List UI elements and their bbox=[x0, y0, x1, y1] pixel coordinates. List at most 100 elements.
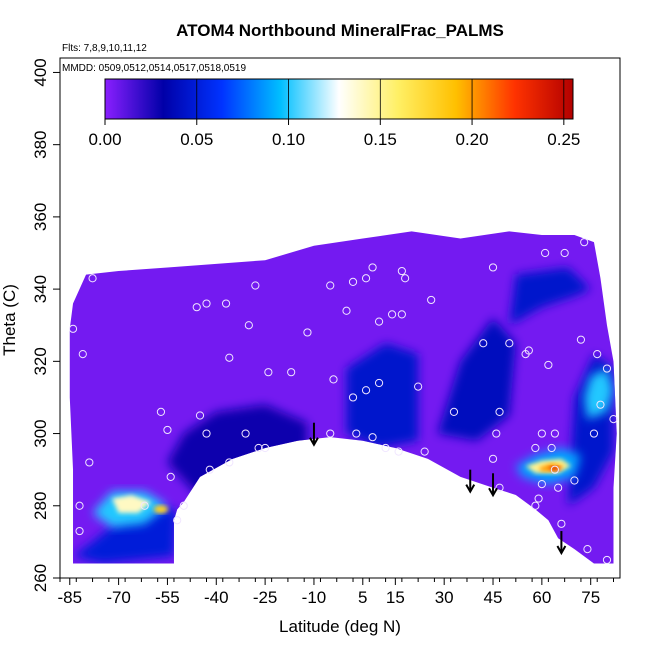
field-region bbox=[346, 343, 419, 448]
y-tick-label: 320 bbox=[31, 347, 50, 375]
y-tick-label: 280 bbox=[31, 492, 50, 520]
sample-point bbox=[488, 454, 498, 463]
plot-area bbox=[68, 231, 618, 565]
sample-point bbox=[537, 429, 546, 438]
x-tick-label: -25 bbox=[253, 588, 278, 607]
sample-point bbox=[387, 310, 397, 319]
sample-point bbox=[560, 248, 569, 258]
field-region bbox=[509, 267, 591, 326]
sample-point bbox=[505, 339, 514, 348]
sample-point bbox=[68, 324, 78, 333]
sample-point bbox=[166, 472, 175, 481]
sample-point bbox=[609, 415, 618, 424]
x-axis-label: Latitude (deg N) bbox=[279, 617, 401, 636]
field-region bbox=[112, 494, 152, 513]
sample-point bbox=[75, 501, 84, 510]
sample-point bbox=[602, 555, 612, 565]
arrow-head bbox=[488, 487, 498, 498]
sample-point bbox=[303, 328, 312, 337]
colorbar-tick-label: 0.25 bbox=[547, 130, 580, 149]
sample-point bbox=[225, 353, 234, 362]
sample-point bbox=[374, 317, 384, 326]
y-tick-label: 360 bbox=[31, 203, 50, 231]
sample-point bbox=[78, 350, 87, 359]
sample-point bbox=[225, 458, 234, 467]
sample-point bbox=[547, 443, 556, 453]
arrow-head bbox=[309, 437, 319, 447]
x-tick-label: 60 bbox=[532, 588, 551, 607]
sample-point bbox=[368, 433, 377, 442]
y-tick-label: 340 bbox=[31, 275, 50, 303]
sample-point bbox=[544, 360, 553, 370]
y-tick-label: 260 bbox=[31, 564, 50, 592]
field-hot-spot bbox=[153, 505, 168, 514]
heatmap-field bbox=[69, 231, 617, 564]
sample-point bbox=[531, 501, 540, 510]
field-region bbox=[167, 404, 308, 499]
x-tick-label: -40 bbox=[204, 588, 229, 607]
sample-point bbox=[85, 458, 94, 467]
sample-point bbox=[580, 238, 589, 247]
y-tick-label: 400 bbox=[31, 58, 50, 86]
sample-point bbox=[352, 429, 361, 438]
sample-point bbox=[326, 281, 335, 290]
sample-point bbox=[75, 526, 84, 536]
sample-point bbox=[449, 407, 459, 416]
sample-point bbox=[524, 346, 533, 355]
sample-point bbox=[329, 375, 338, 384]
sample-point bbox=[241, 429, 250, 438]
sample-point bbox=[397, 310, 406, 319]
sample-point bbox=[221, 299, 231, 308]
sample-point bbox=[589, 429, 599, 438]
sample-point bbox=[550, 429, 559, 438]
sample-point bbox=[348, 277, 358, 286]
sample-point bbox=[414, 382, 423, 391]
arrows bbox=[309, 422, 567, 556]
field-region bbox=[73, 509, 178, 564]
sample-point bbox=[420, 447, 429, 456]
arrow-head bbox=[465, 484, 476, 494]
dates-annotation: MMDD: 0509,0512,0514,0517,0518,0519 bbox=[62, 63, 246, 74]
sample-point bbox=[531, 443, 540, 453]
sample-point bbox=[550, 465, 559, 474]
sample-point bbox=[495, 483, 504, 492]
sample-point bbox=[342, 306, 351, 315]
sample-point bbox=[397, 266, 406, 276]
sample-point bbox=[348, 393, 358, 402]
sample-point bbox=[596, 400, 605, 409]
sample-point bbox=[541, 248, 550, 258]
sample-point bbox=[537, 480, 546, 489]
sample-point bbox=[361, 274, 371, 283]
sample-point bbox=[140, 501, 149, 510]
sample-point bbox=[593, 350, 602, 359]
colorbar: 0.00 0.05 0.10 0.15 0.20 0.25 bbox=[88, 78, 580, 149]
sample-point bbox=[495, 407, 504, 416]
colorbar-rect bbox=[104, 78, 574, 120]
sample-point bbox=[163, 425, 172, 435]
sample-point bbox=[427, 295, 436, 305]
sample-point bbox=[368, 263, 377, 272]
plot-frame bbox=[59, 57, 621, 579]
sample-point bbox=[361, 386, 371, 395]
sample-points bbox=[68, 238, 618, 565]
sample-point bbox=[381, 443, 390, 453]
x-tick-label: -85 bbox=[57, 588, 82, 607]
sample-point bbox=[205, 465, 214, 474]
x-axis: -85 -70 -55 -40 -25 -10 5 15 30 45 60 75 bbox=[57, 578, 614, 607]
x-tick-label: 15 bbox=[386, 588, 405, 607]
x-tick-label: 75 bbox=[581, 588, 600, 607]
x-tick-label: 30 bbox=[435, 588, 454, 607]
x-tick-label: -55 bbox=[155, 588, 180, 607]
flights-annotation: Flts: 7,8,9,10,11,12 bbox=[62, 43, 147, 54]
sample-point bbox=[195, 411, 205, 420]
x-tick-label: 5 bbox=[358, 588, 367, 607]
colorbar-tick-label: 0.05 bbox=[180, 130, 213, 149]
sample-point bbox=[287, 368, 296, 377]
x-tick-label: -70 bbox=[106, 588, 131, 607]
sample-point bbox=[179, 501, 188, 510]
sample-point bbox=[554, 483, 563, 492]
y-axis: 260 280 300 320 340 360 380 400 bbox=[31, 58, 60, 592]
sample-point bbox=[394, 447, 403, 456]
sample-point bbox=[570, 476, 579, 485]
